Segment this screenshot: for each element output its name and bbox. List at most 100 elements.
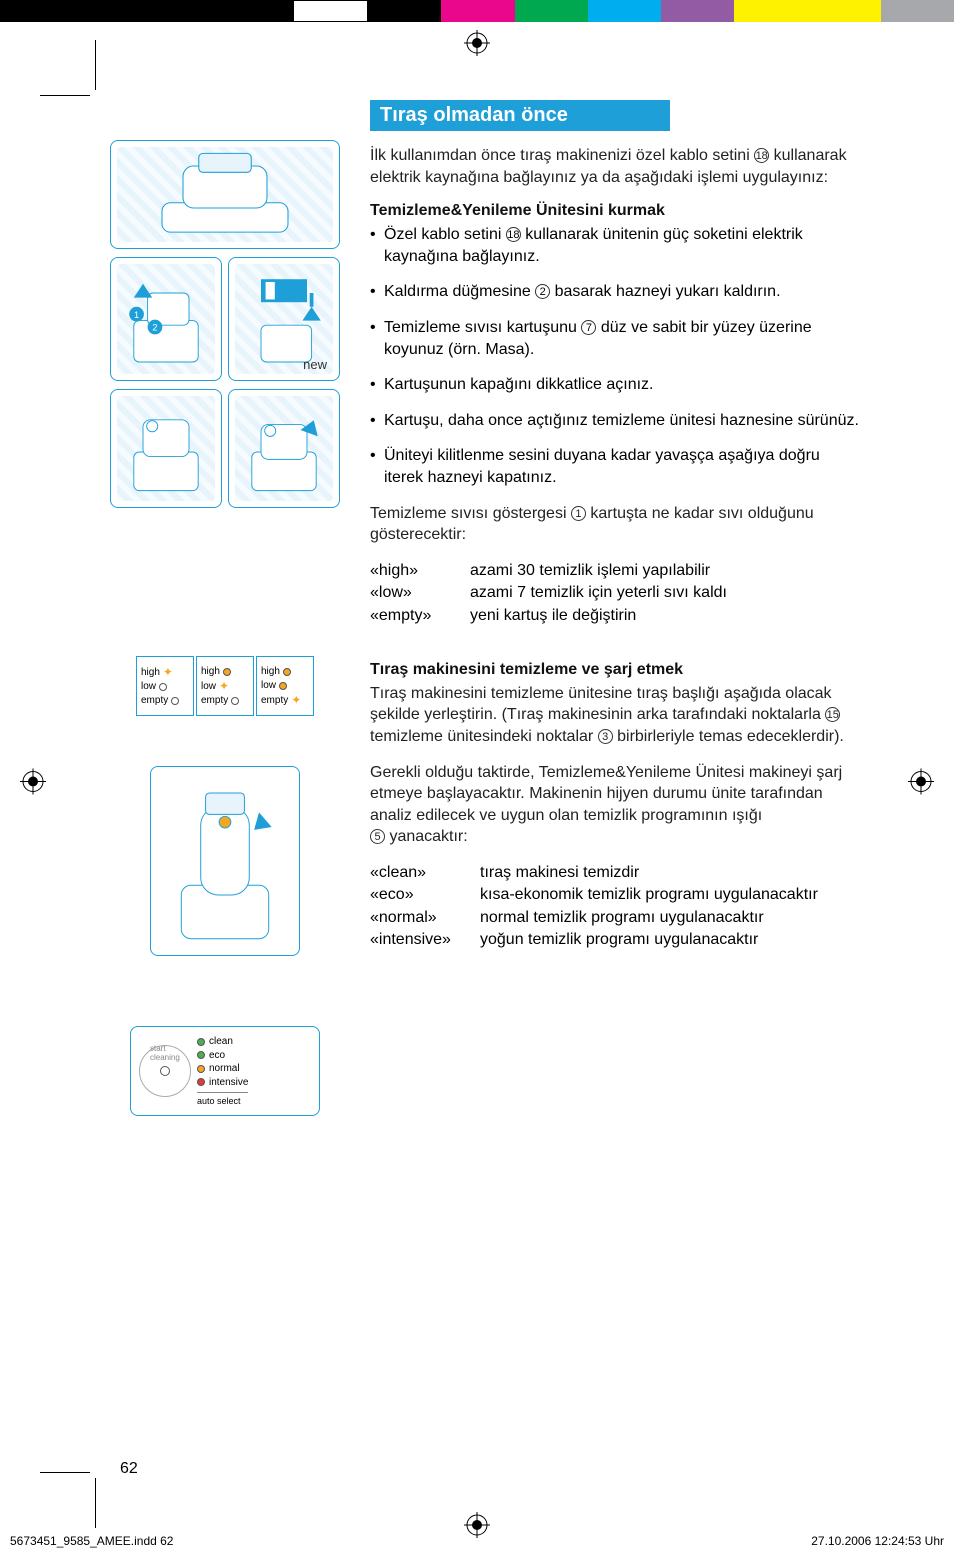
station-close-icon bbox=[238, 406, 330, 498]
text-span: Temizleme sıvısı kartuşunu bbox=[384, 319, 581, 336]
indicator-high-label: high bbox=[261, 666, 280, 677]
dot-icon bbox=[223, 668, 231, 676]
crop-mark bbox=[40, 1472, 90, 1473]
crop-mark bbox=[40, 95, 90, 96]
svg-text:2: 2 bbox=[152, 323, 157, 333]
registration-mark-top bbox=[464, 30, 490, 56]
cartridge-insert-icon: 1 2 bbox=[120, 270, 212, 371]
indicator-empty-label: empty bbox=[201, 695, 228, 706]
registration-mark-left bbox=[20, 769, 46, 800]
intro-paragraph: İlk kullanımdan önce tıraş makinenizi öz… bbox=[370, 145, 860, 188]
indicator-col-empty: high low empty✦ bbox=[256, 656, 314, 716]
star-icon: ✦ bbox=[291, 694, 301, 706]
program-desc: kısa-ekonomik temizlik programı uygulana… bbox=[480, 884, 818, 906]
program-eco-label: eco bbox=[209, 1049, 225, 1063]
indicator-col-low: high low✦ empty bbox=[196, 656, 254, 716]
station-open-icon bbox=[120, 406, 212, 498]
clean-paragraph-2: Gerekli olduğu taktirde, Temizleme&Yenil… bbox=[370, 762, 860, 848]
level-label: «high» bbox=[370, 560, 470, 582]
star-icon: ✦ bbox=[163, 666, 173, 678]
ref-circled: 1 bbox=[571, 506, 586, 521]
text-span: Özel kablo setini bbox=[384, 226, 506, 243]
star-icon: ✦ bbox=[219, 680, 229, 692]
list-item: Özel kablo setini 18 kullanarak ünitenin… bbox=[370, 224, 860, 267]
table-row: «eco»kısa-ekonomik temizlik programı uyg… bbox=[370, 884, 860, 906]
shaver-station-icon bbox=[157, 773, 293, 949]
footer-filename: 5673451_9585_AMEE.indd 62 bbox=[10, 1534, 173, 1548]
text-span: Temizleme sıvısı göstergesi bbox=[370, 505, 571, 522]
text-span: Kartuşunun kapağını dikkatlice açınız. bbox=[384, 376, 654, 393]
list-item: Kaldırma düğmesine 2 basarak hazneyi yuk… bbox=[370, 281, 860, 303]
table-row: «normal»normal temizlik programı uygulan… bbox=[370, 907, 860, 929]
indicator-col-high: high✦ low empty bbox=[136, 656, 194, 716]
figure-shaver-in-station bbox=[150, 766, 300, 956]
program-label: «intensive» bbox=[370, 929, 480, 951]
level-desc: yeni kartuş ile değiştirin bbox=[470, 605, 636, 627]
program-label: «normal» bbox=[370, 907, 480, 929]
figure-cartridge-numbered: 1 2 bbox=[110, 257, 222, 381]
indicator-intro: Temizleme sıvısı göstergesi 1 kartuşta n… bbox=[370, 503, 860, 546]
table-row: «high»azami 30 temizlik işlemi yapılabil… bbox=[370, 560, 860, 582]
program-clean-label: clean bbox=[209, 1035, 233, 1049]
program-labels: clean eco normal intensive auto select bbox=[197, 1035, 248, 1107]
page-number: 62 bbox=[120, 1460, 138, 1478]
figure-program-selector: start cleaning clean eco normal intensiv… bbox=[130, 1026, 320, 1116]
program-label: «eco» bbox=[370, 884, 480, 906]
ref-circled: 5 bbox=[370, 829, 385, 844]
ref-circled: 18 bbox=[506, 227, 521, 242]
program-desc: yoğun temizlik programı uygulanacaktır bbox=[480, 929, 758, 951]
led-icon bbox=[197, 1051, 205, 1059]
section-heading: Tıraş olmadan önce bbox=[370, 100, 670, 131]
list-item: Kartuşunun kapağını dikkatlice açınız. bbox=[370, 374, 860, 396]
text-column: Tıraş olmadan önce İlk kullanımdan önce … bbox=[370, 100, 860, 1116]
level-label: «low» bbox=[370, 582, 470, 604]
program-normal-label: normal bbox=[209, 1062, 240, 1076]
registration-mark-bottom bbox=[464, 1512, 490, 1538]
led-icon bbox=[197, 1078, 205, 1086]
dot-icon bbox=[279, 682, 287, 690]
level-desc: azami 30 temizlik işlemi yapılabilir bbox=[470, 560, 710, 582]
level-desc: azami 7 temizlik için yeterli sıvı kaldı bbox=[470, 582, 727, 604]
footer-timestamp: 27.10.2006 12:24:53 Uhr bbox=[811, 1534, 944, 1548]
dot-icon bbox=[171, 697, 179, 705]
indicator-high-label: high bbox=[201, 666, 220, 677]
ref-circled: 2 bbox=[535, 284, 550, 299]
indicator-empty-label: empty bbox=[261, 695, 288, 706]
led-icon bbox=[197, 1038, 205, 1046]
list-item: Üniteyi kilitlenme sesini duyana kadar y… bbox=[370, 445, 860, 488]
text-span: İlk kullanımdan önce tıraş makinenizi öz… bbox=[370, 147, 754, 164]
list-item: Kartuşu, daha once açtığınız temizleme ü… bbox=[370, 410, 860, 432]
subheading-setup: Temizleme&Yenileme Ünitesini kurmak bbox=[370, 202, 860, 220]
clean-paragraph-1: Tıraş makinesini temizleme ünitesine tır… bbox=[370, 683, 860, 748]
program-desc: tıraş makinesi temizdir bbox=[480, 862, 639, 884]
cleaning-station-icon bbox=[120, 145, 330, 240]
level-table: «high»azami 30 temizlik işlemi yapılabil… bbox=[370, 560, 860, 627]
table-row: «intensive»yoğun temizlik programı uygul… bbox=[370, 929, 860, 951]
indicator-empty-label: empty bbox=[141, 695, 168, 706]
list-item: Temizleme sıvısı kartuşunu 7 düz ve sabi… bbox=[370, 317, 860, 360]
led-icon bbox=[197, 1065, 205, 1073]
figure-level-indicators: high✦ low empty high low✦ empty high low… bbox=[110, 656, 340, 716]
figures-column: 1 2 new bbox=[110, 100, 340, 1116]
text-span: Üniteyi kilitlenme sesini duyana kadar y… bbox=[384, 447, 820, 486]
indicator-high-label: high bbox=[141, 667, 160, 678]
figure-cartridge-new: new bbox=[228, 257, 340, 381]
program-dial-icon: start cleaning bbox=[139, 1045, 191, 1097]
ref-circled: 18 bbox=[754, 148, 769, 163]
text-span: temizleme ünitesindeki noktalar bbox=[370, 728, 598, 745]
program-desc: normal temizlik programı uygulanacaktır bbox=[480, 907, 764, 929]
program-intensive-label: intensive bbox=[209, 1076, 248, 1090]
level-label: «empty» bbox=[370, 605, 470, 627]
indicator-low-label: low bbox=[201, 681, 216, 692]
dot-icon bbox=[159, 683, 167, 691]
ref-circled: 7 bbox=[581, 320, 596, 335]
dot-icon bbox=[231, 697, 239, 705]
registration-color-bar bbox=[0, 0, 954, 22]
crop-mark bbox=[95, 1478, 96, 1528]
text-span: Kartuşu, daha once açtığınız temizleme ü… bbox=[384, 412, 859, 429]
subheading-clean: Tıraş makinesini temizleme ve şarj etmek bbox=[370, 661, 860, 679]
setup-list: Özel kablo setini 18 kullanarak ünitenin… bbox=[370, 224, 860, 488]
text-span: yanacaktır: bbox=[385, 828, 468, 845]
auto-select-label: auto select bbox=[197, 1092, 248, 1107]
table-row: «low»azami 7 temizlik için yeterli sıvı … bbox=[370, 582, 860, 604]
